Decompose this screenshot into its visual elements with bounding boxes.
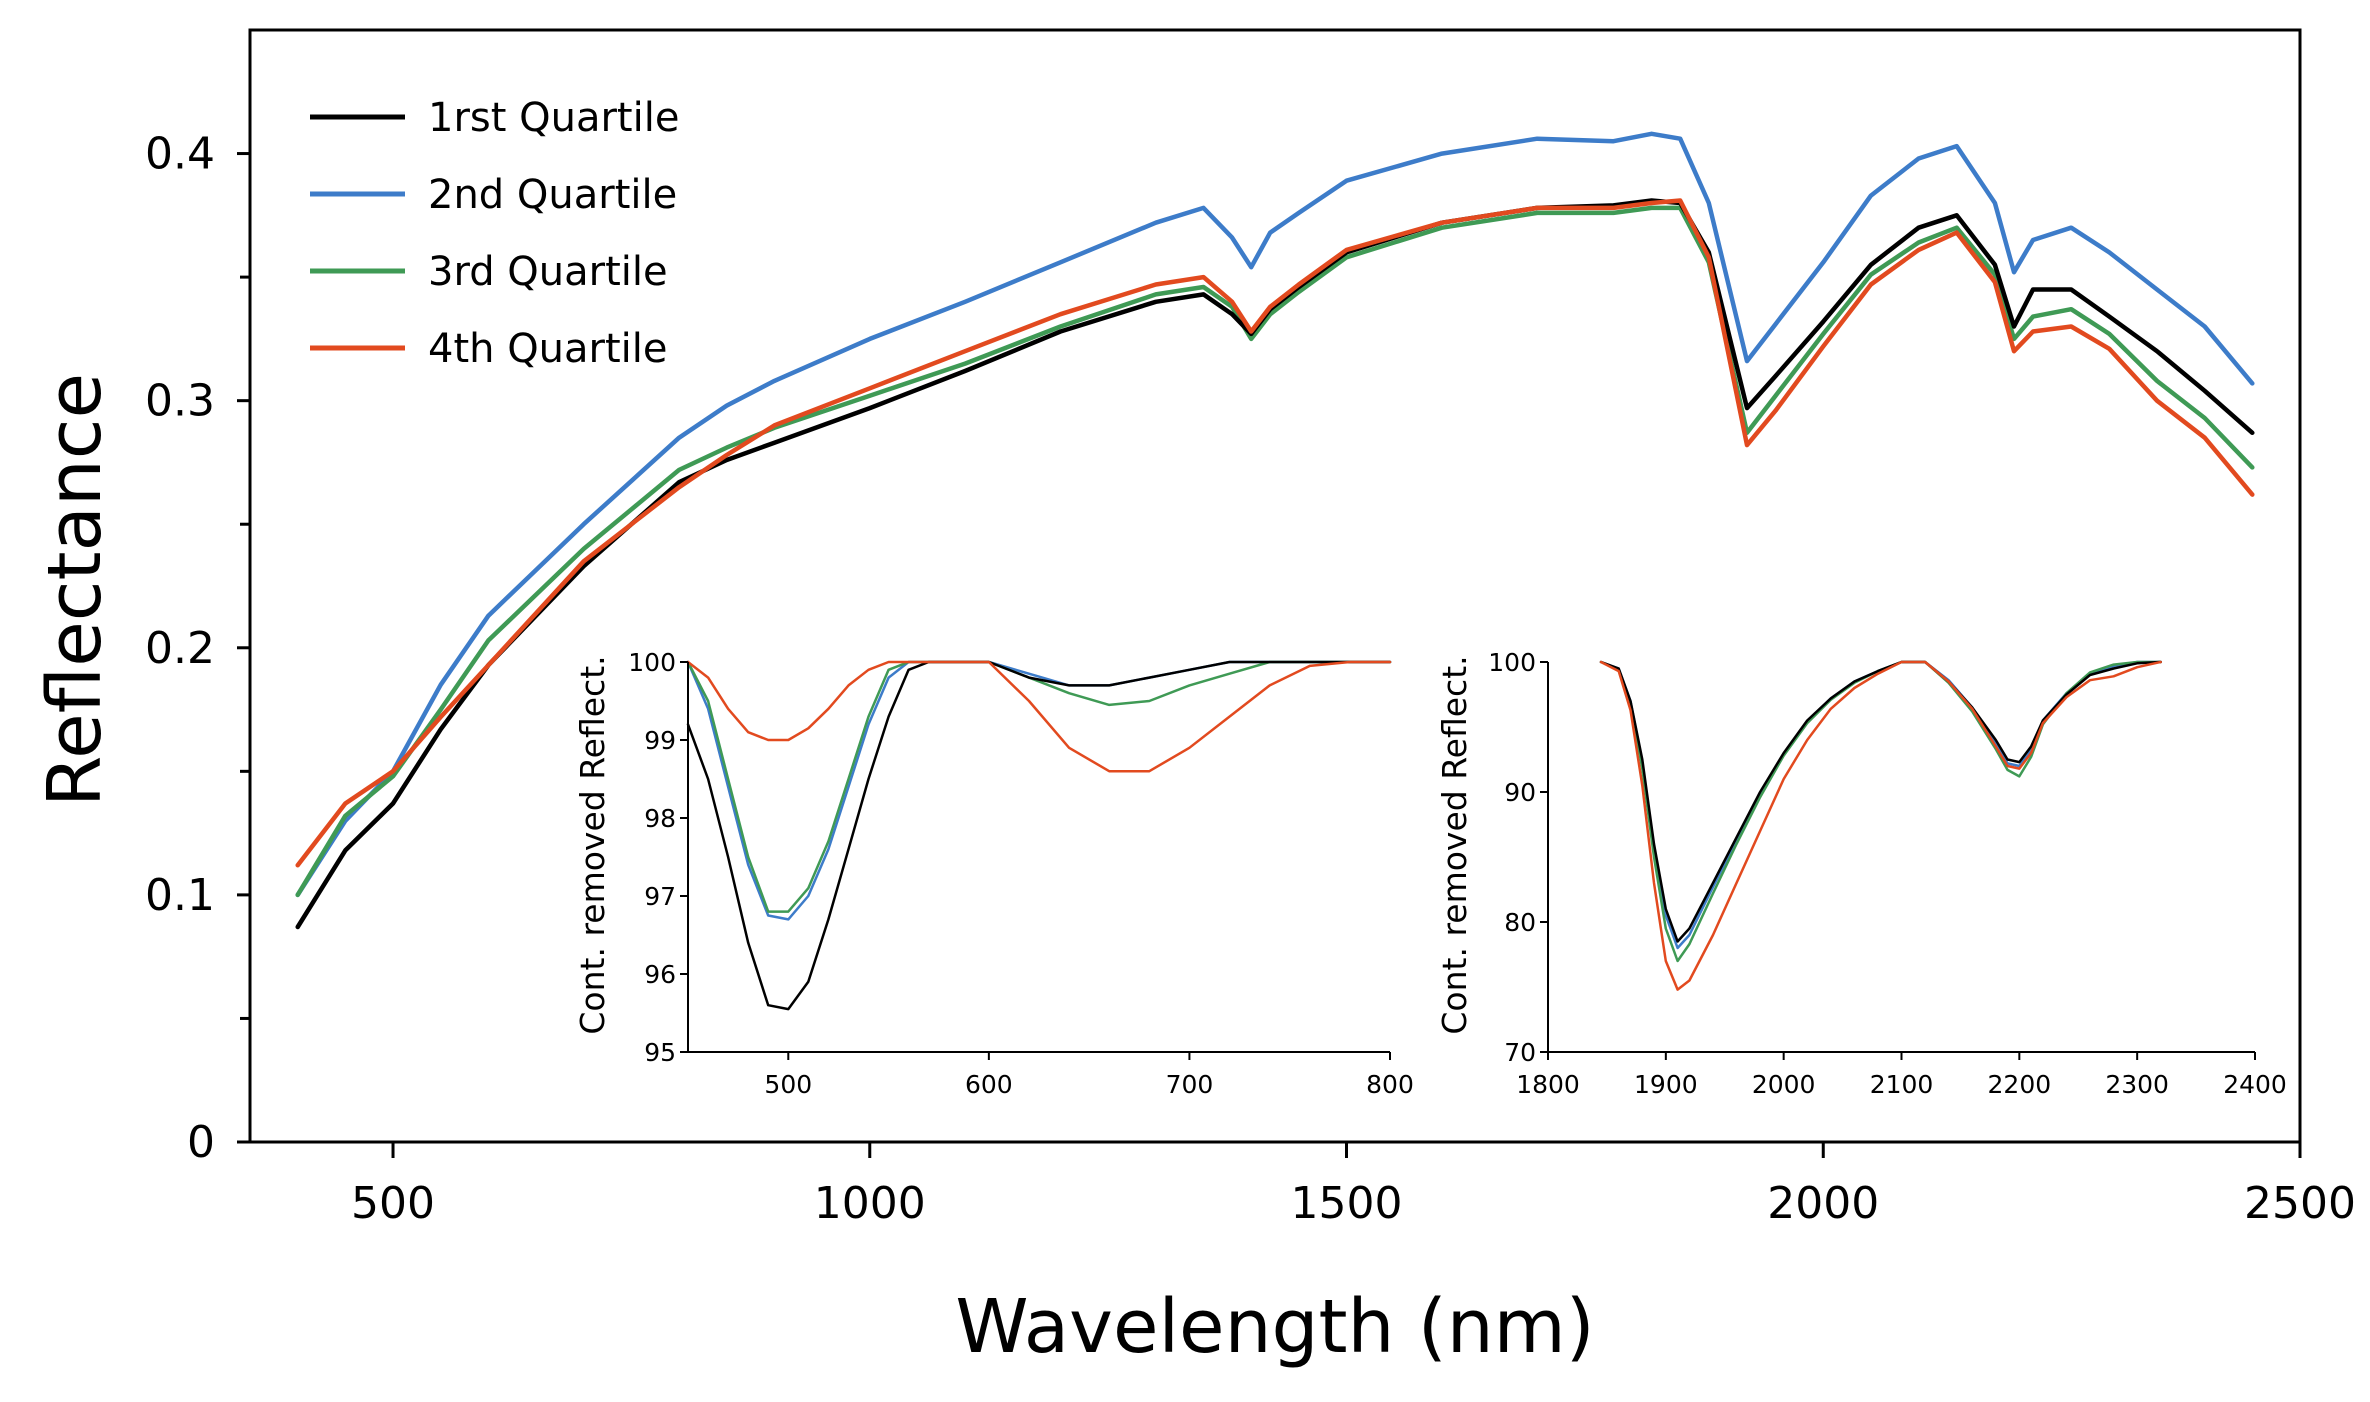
- inset-swir-line-1rst-quartile: [1599, 660, 2162, 943]
- inset-visible-line-4th-quartile: [686, 660, 1392, 773]
- y-tick-label: 0.3: [145, 376, 215, 427]
- legend-item-1rst-quartile: 1rst Quartile: [310, 95, 679, 141]
- inset-chart-visible: 500 600 700 800 95 96 97 98 99 100 Cont. removed…: [568, 620, 1414, 1099]
- inset-swir-y-axis-title: Cont. removed Reflect.: [1435, 655, 1474, 1034]
- inset-visible-y-tick-label: 96: [644, 960, 676, 989]
- inset-visible-y-tick-label: 97: [644, 882, 676, 911]
- y-tick-label: 0.4: [145, 129, 215, 180]
- main-chart: 500 1000 1500 2000 2500 0 0.1 0.2 0.3 0.4 1rst Q…: [32, 28, 2356, 1370]
- x-tick-label: 1000: [814, 1178, 926, 1229]
- x-tick-label: 500: [351, 1178, 435, 1229]
- y-tick-label: 0.1: [145, 870, 215, 921]
- inset-swir-y-tick-label: 70: [1504, 1038, 1536, 1067]
- inset-visible-series-lines: [686, 660, 1392, 1011]
- x-tick-label: 1500: [1291, 1178, 1403, 1229]
- legend-label: 3rd Quartile: [428, 249, 668, 295]
- inset-swir-y-tick-label: 90: [1504, 778, 1536, 807]
- main-line-2nd-quartile: [295, 131, 2255, 898]
- y-axis-title: Reflectance: [32, 373, 118, 807]
- legend: 1rst Quartile 2nd Quartile 3rd Quartile 4th…: [310, 95, 679, 372]
- inset-visible-y-axis-title: Cont. removed Reflect.: [573, 655, 612, 1034]
- legend-item-2nd-quartile: 2nd Quartile: [310, 172, 677, 218]
- main-series-lines: [295, 131, 2255, 930]
- y-tick-label: 0.2: [145, 623, 215, 674]
- inset-visible-x-tick-label: 500: [764, 1070, 812, 1099]
- main-x-axis: 500 1000 1500 2000 2500: [351, 1142, 2356, 1229]
- x-tick-label: 2000: [1767, 1178, 1879, 1229]
- inset-visible-y-tick-label: 99: [644, 726, 676, 755]
- legend-label: 2nd Quartile: [428, 172, 677, 218]
- main-line-4th-quartile: [295, 198, 2255, 868]
- inset-visible-y-axis: 95 96 97 98 99 100: [628, 648, 688, 1067]
- inset-swir-x-axis: 1800 1900 2000 2100 2200 2300 2400: [1516, 1052, 2287, 1099]
- inset-chart-swir: 1800 1900 2000 2100 2200 2300 2400 70 80 90 100 C…: [1430, 620, 2287, 1099]
- main-plot-frame: [248, 28, 2302, 1144]
- inset-visible-x-tick-label: 600: [965, 1070, 1013, 1099]
- legend-label: 4th Quartile: [428, 326, 668, 372]
- inset-swir-y-axis: 70 80 90 100: [1488, 648, 1548, 1067]
- inset-visible-x-axis: 500 600 700 800: [764, 1052, 1414, 1099]
- legend-item-4th-quartile: 4th Quartile: [310, 326, 668, 372]
- legend-label: 1rst Quartile: [428, 95, 679, 141]
- inset-swir-x-tick-label: 1900: [1634, 1070, 1698, 1099]
- inset-swir-x-tick-label: 2200: [1988, 1070, 2052, 1099]
- inset-swir-x-tick-label: 1800: [1516, 1070, 1580, 1099]
- inset-swir-x-tick-label: 2100: [1870, 1070, 1934, 1099]
- x-tick-label: 2500: [2244, 1178, 2356, 1229]
- inset-visible-x-tick-label: 800: [1366, 1070, 1414, 1099]
- main-line-3rd-quartile: [295, 205, 2255, 898]
- inset-swir-x-tick-label: 2300: [2105, 1070, 2169, 1099]
- x-axis-title: Wavelength (nm): [955, 1284, 1594, 1370]
- inset-visible-y-tick-label: 95: [644, 1038, 676, 1067]
- inset-swir-line-4th-quartile: [1599, 660, 2162, 991]
- inset-swir-y-tick-label: 100: [1488, 648, 1536, 677]
- legend-item-3rd-quartile: 3rd Quartile: [310, 249, 668, 295]
- inset-visible-y-tick-label: 100: [628, 648, 676, 677]
- inset-swir-series-lines: [1599, 660, 2162, 991]
- inset-visible-y-tick-label: 98: [644, 804, 676, 833]
- inset-swir-y-tick-label: 80: [1504, 908, 1536, 937]
- inset-swir-x-tick-label: 2000: [1752, 1070, 1816, 1099]
- y-tick-label: 0: [187, 1117, 215, 1168]
- inset-visible-x-tick-label: 700: [1166, 1070, 1214, 1099]
- main-y-axis: 0 0.1 0.2 0.3 0.4: [145, 129, 250, 1168]
- inset-swir-x-tick-label: 2400: [2223, 1070, 2287, 1099]
